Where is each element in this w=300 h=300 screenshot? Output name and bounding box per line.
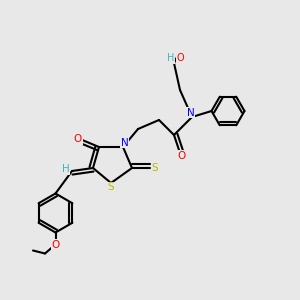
Text: S: S	[108, 182, 114, 193]
Text: H: H	[167, 53, 175, 64]
Text: O: O	[177, 151, 186, 161]
Text: O: O	[176, 53, 184, 64]
Text: O: O	[51, 239, 60, 250]
Text: N: N	[187, 107, 194, 118]
Text: O: O	[74, 134, 82, 145]
Text: S: S	[151, 163, 158, 173]
Text: H: H	[62, 164, 70, 175]
Text: N: N	[121, 137, 128, 148]
